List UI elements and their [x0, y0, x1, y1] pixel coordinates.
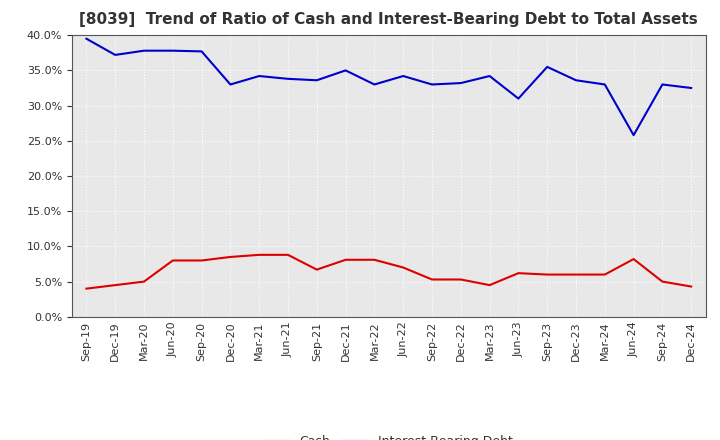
- Interest-Bearing Debt: [82, 36, 91, 41]
- Interest-Bearing Debt: [140, 48, 148, 53]
- Interest-Bearing Debt: [658, 82, 667, 87]
- Interest-Bearing Debt: [370, 82, 379, 87]
- Interest-Bearing Debt: [284, 76, 292, 81]
- Interest-Bearing Debt: [687, 85, 696, 91]
- Cash: [140, 279, 148, 284]
- Interest-Bearing Debt: [168, 48, 177, 53]
- Line: Cash: Cash: [86, 255, 691, 289]
- Cash: [428, 277, 436, 282]
- Cash: [168, 258, 177, 263]
- Interest-Bearing Debt: [428, 82, 436, 87]
- Cash: [255, 252, 264, 257]
- Cash: [600, 272, 609, 277]
- Legend: Cash, Interest-Bearing Debt: Cash, Interest-Bearing Debt: [260, 430, 518, 440]
- Interest-Bearing Debt: [543, 64, 552, 70]
- Line: Interest-Bearing Debt: Interest-Bearing Debt: [86, 39, 691, 135]
- Interest-Bearing Debt: [629, 132, 638, 138]
- Cash: [82, 286, 91, 291]
- Cash: [687, 284, 696, 289]
- Cash: [284, 252, 292, 257]
- Cash: [456, 277, 465, 282]
- Cash: [111, 282, 120, 288]
- Cash: [399, 265, 408, 270]
- Cash: [197, 258, 206, 263]
- Cash: [514, 271, 523, 276]
- Cash: [370, 257, 379, 262]
- Cash: [658, 279, 667, 284]
- Cash: [312, 267, 321, 272]
- Interest-Bearing Debt: [600, 82, 609, 87]
- Interest-Bearing Debt: [111, 52, 120, 58]
- Interest-Bearing Debt: [572, 77, 580, 83]
- Interest-Bearing Debt: [456, 81, 465, 86]
- Cash: [543, 272, 552, 277]
- Interest-Bearing Debt: [341, 68, 350, 73]
- Interest-Bearing Debt: [255, 73, 264, 79]
- Cash: [572, 272, 580, 277]
- Interest-Bearing Debt: [197, 49, 206, 54]
- Cash: [485, 282, 494, 288]
- Interest-Bearing Debt: [485, 73, 494, 79]
- Interest-Bearing Debt: [399, 73, 408, 79]
- Cash: [341, 257, 350, 262]
- Cash: [226, 254, 235, 260]
- Cash: [629, 257, 638, 262]
- Interest-Bearing Debt: [312, 77, 321, 83]
- Title: [8039]  Trend of Ratio of Cash and Interest-Bearing Debt to Total Assets: [8039] Trend of Ratio of Cash and Intere…: [79, 12, 698, 27]
- Interest-Bearing Debt: [226, 82, 235, 87]
- Interest-Bearing Debt: [514, 96, 523, 101]
